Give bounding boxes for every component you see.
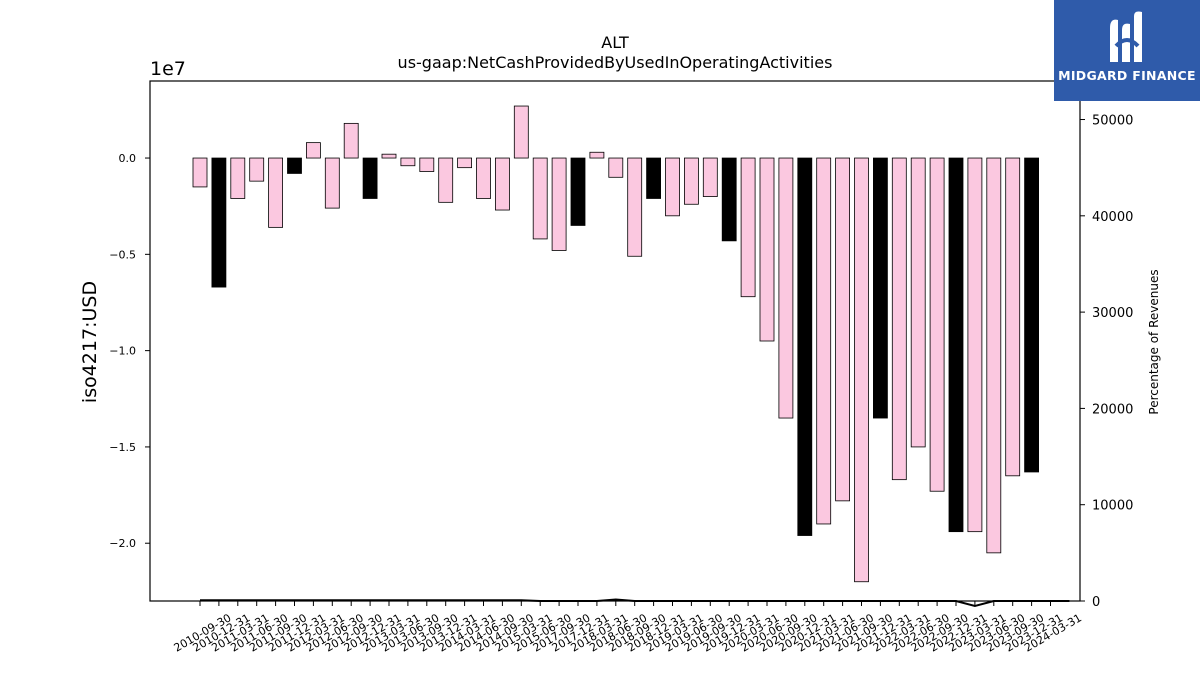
plot-frame xyxy=(149,80,1081,602)
bar xyxy=(873,157,888,419)
bar xyxy=(835,157,850,502)
bar xyxy=(494,157,510,211)
y-tick-label: −0.5 xyxy=(109,248,136,261)
y2-tick-label: 50000 xyxy=(1092,114,1133,129)
bar xyxy=(343,122,359,159)
bar xyxy=(797,157,813,536)
bar xyxy=(967,157,983,533)
chart-subtitle: us-gaap:NetCashProvidedByUsedInOperating… xyxy=(398,53,833,72)
chart-title: ALT xyxy=(601,33,629,52)
y-offset-label: 1e7 xyxy=(150,58,186,80)
bar xyxy=(929,157,945,492)
bar xyxy=(721,157,737,242)
bar xyxy=(268,157,284,228)
bar xyxy=(948,157,964,533)
bar xyxy=(816,157,832,525)
bar xyxy=(305,142,321,159)
midgard-m-logo-icon xyxy=(1110,11,1142,63)
bar xyxy=(476,157,491,199)
bar xyxy=(211,157,227,288)
bar xyxy=(457,157,473,169)
bar xyxy=(381,153,397,159)
y2-tick-label: 0 xyxy=(1092,595,1100,610)
y-axis-label: iso4217:USD xyxy=(79,281,101,403)
brand-name: MIDGARD FINANCE xyxy=(1058,68,1196,83)
y2-axis-label: Percentage of Revenues xyxy=(1147,269,1161,414)
bar xyxy=(665,157,680,217)
bar xyxy=(249,157,265,182)
bar xyxy=(986,157,1002,554)
bar xyxy=(513,105,529,159)
y2-tick-label: 20000 xyxy=(1092,402,1133,417)
bar xyxy=(570,157,586,226)
brand-logo: MIDGARD FINANCE xyxy=(1054,0,1200,101)
bar xyxy=(646,157,661,199)
bar xyxy=(1024,157,1039,473)
bar xyxy=(778,157,794,419)
bars-group xyxy=(192,105,1039,583)
bar xyxy=(589,151,605,159)
bar xyxy=(438,157,454,203)
y-tick-label: −2.0 xyxy=(109,537,136,550)
bar xyxy=(400,157,416,167)
axes-group: 0.0 −0.5 −1.0 −1.5 −2.0 0 10000 20000 30000 40000… xyxy=(109,80,1133,655)
bar xyxy=(192,157,208,188)
bar xyxy=(740,157,756,298)
bar xyxy=(532,157,548,240)
bar xyxy=(324,157,340,209)
y-tick-label: −1.5 xyxy=(109,441,136,454)
bar xyxy=(608,157,624,178)
bar xyxy=(551,157,567,251)
bar xyxy=(702,157,718,197)
bar xyxy=(1005,157,1021,477)
bar xyxy=(910,157,926,448)
bar xyxy=(891,157,907,481)
y-tick-label: −1.0 xyxy=(109,345,136,358)
y-tick-label: 0.0 xyxy=(119,152,137,165)
bar xyxy=(362,157,378,199)
bar xyxy=(627,157,643,257)
bar xyxy=(684,157,699,205)
bar xyxy=(854,157,869,583)
bar xyxy=(230,157,246,199)
bar xyxy=(419,157,435,172)
bar xyxy=(759,157,775,342)
y2-tick-label: 30000 xyxy=(1092,306,1133,321)
y2-tick-label: 40000 xyxy=(1092,210,1133,225)
bar xyxy=(287,157,302,174)
y2-tick-label: 10000 xyxy=(1092,499,1133,514)
